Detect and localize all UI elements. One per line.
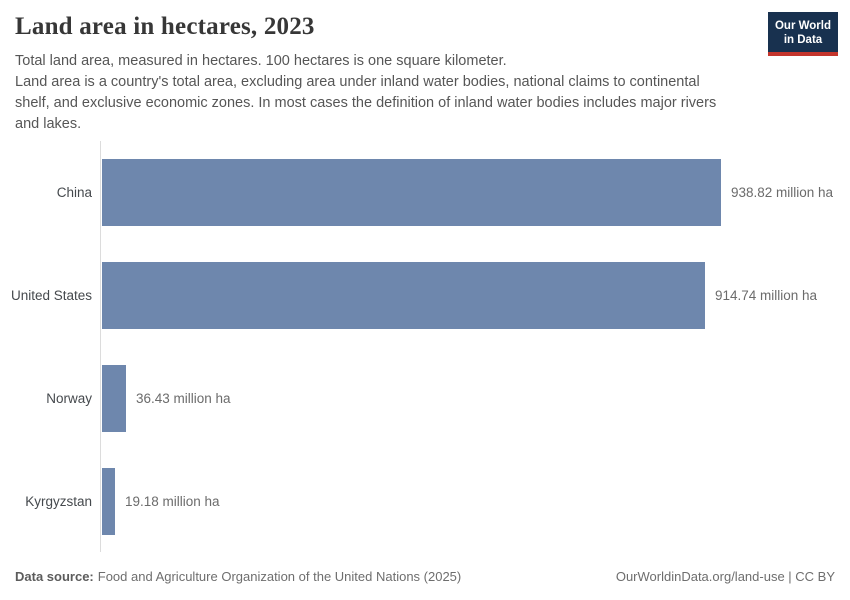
bar-kyrgyzstan[interactable] <box>102 468 115 535</box>
bar-united-states[interactable] <box>102 262 705 329</box>
category-label-united-states[interactable]: United States <box>10 288 92 303</box>
owid-logo-line2: in Data <box>783 34 823 46</box>
owid-credit-link[interactable]: OurWorldinData.org/land-use | CC BY <box>615 569 835 584</box>
page-title: Land area in hectares, 2023 <box>15 13 315 40</box>
chart-row-united-states: United States 914.74 million ha <box>0 244 850 347</box>
chart-footer: Data source: Food and Agriculture Organiz… <box>15 569 835 584</box>
chart-row-kyrgyzstan: Kyrgyzstan 19.18 million ha <box>0 450 850 553</box>
category-label-norway[interactable]: Norway <box>46 391 92 406</box>
data-source-label: Data source: <box>15 569 94 584</box>
y-axis-line <box>100 141 101 552</box>
value-label-china: 938.82 million ha <box>731 185 834 200</box>
category-label-china[interactable]: China <box>56 185 92 200</box>
data-source-note: Data source: Food and Agriculture Organiz… <box>15 569 461 584</box>
bar-norway[interactable] <box>102 365 126 432</box>
bar-chart: China 938.82 million ha United States 914.7… <box>0 141 850 553</box>
chart-subtitle: Total land area, measured in hectares. 1… <box>15 51 731 135</box>
value-label-norway: 36.43 million ha <box>136 391 231 406</box>
data-source-text: Food and Agriculture Organization of the… <box>97 569 462 584</box>
owid-logo[interactable]: Our World in Data <box>768 12 838 56</box>
category-label-kyrgyzstan[interactable]: Kyrgyzstan <box>25 494 92 509</box>
value-label-united-states: 914.74 million ha <box>715 288 818 303</box>
value-label-kyrgyzstan: 19.18 million ha <box>125 494 220 509</box>
subtitle-line-1: Total land area, measured in hectares. 1… <box>15 53 507 69</box>
chart-row-norway: Norway 36.43 million ha <box>0 347 850 450</box>
bar-china[interactable] <box>102 159 721 226</box>
chart-row-china: China 938.82 million ha <box>0 141 850 244</box>
subtitle-rest: Land area is a country's total area, exc… <box>15 74 717 132</box>
owid-logo-line1: Our World <box>774 20 831 32</box>
